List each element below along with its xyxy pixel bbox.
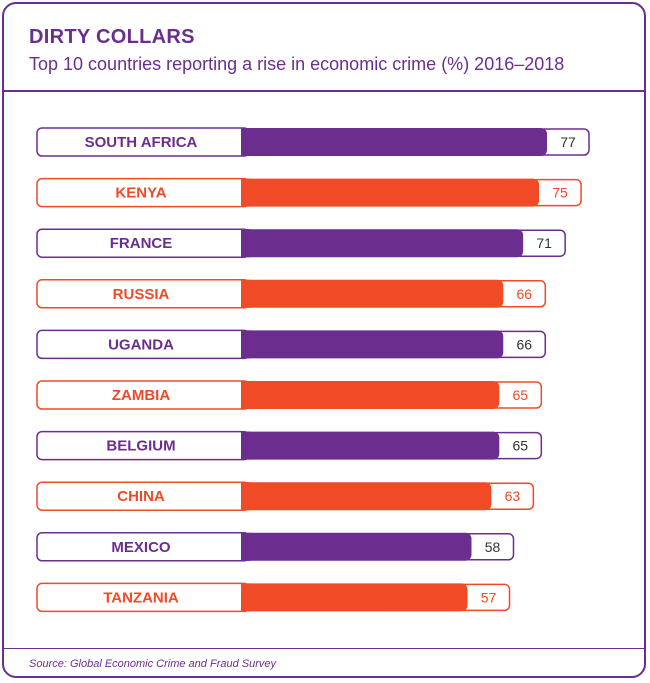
value-label: 63 — [505, 488, 521, 504]
value-label: 66 — [516, 286, 532, 302]
category-label: ZAMBIA — [112, 387, 170, 404]
bar — [241, 279, 504, 308]
bar — [241, 330, 504, 359]
bar-left-edge — [241, 128, 251, 156]
chart-title: DIRTY COLLARS — [29, 26, 195, 48]
value-label: 65 — [513, 438, 529, 454]
category-label: RUSSIA — [113, 286, 170, 303]
bar — [241, 128, 547, 156]
bar-left-edge — [241, 431, 251, 460]
value-label: 58 — [485, 539, 501, 555]
value-label: 71 — [536, 235, 552, 251]
bar-left-edge — [241, 482, 251, 511]
footer-divider — [4, 648, 644, 649]
category-label: CHINA — [117, 488, 165, 505]
bar-left-edge — [241, 330, 251, 359]
chart-subtitle: Top 10 countries reporting a rise in eco… — [29, 54, 565, 74]
category-label: UGANDA — [108, 336, 174, 353]
source-note: Source: Global Economic Crime and Fraud … — [29, 658, 276, 670]
category-label: KENYA — [115, 185, 166, 202]
category-label: FRANCE — [110, 235, 173, 252]
bar — [241, 583, 468, 612]
value-label: 66 — [516, 336, 532, 352]
bar — [241, 431, 500, 460]
header-divider — [4, 90, 644, 92]
category-label: SOUTH AFRICA — [85, 134, 198, 151]
bar-left-edge — [241, 583, 251, 612]
value-label: 77 — [560, 134, 576, 150]
bar-left-edge — [241, 381, 251, 409]
category-label: MEXICO — [111, 539, 171, 556]
bar — [241, 178, 540, 207]
bar — [241, 482, 492, 511]
value-label: 65 — [513, 387, 529, 403]
bar-left-edge — [241, 532, 251, 561]
bar — [241, 381, 500, 409]
bar-left-edge — [241, 279, 251, 308]
category-label: TANZANIA — [103, 589, 179, 606]
bar-left-edge — [241, 229, 251, 258]
bar — [241, 229, 524, 258]
bar-left-edge — [241, 178, 251, 207]
bar — [241, 532, 472, 561]
category-label: BELGIUM — [106, 438, 175, 455]
value-label: 57 — [481, 589, 497, 605]
value-label: 75 — [552, 185, 568, 201]
